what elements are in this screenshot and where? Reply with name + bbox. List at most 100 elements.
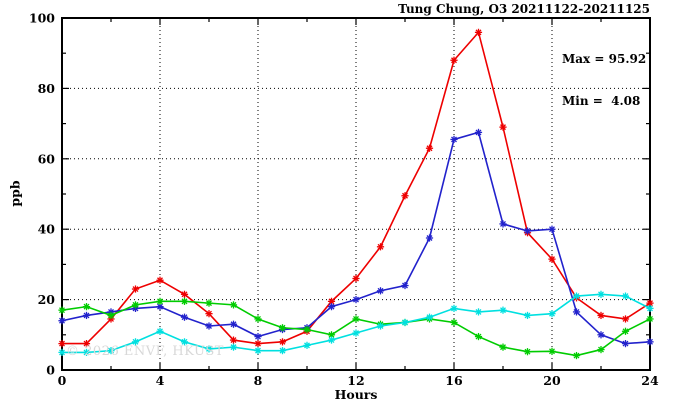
data-point-marker [180, 297, 189, 305]
data-point-marker [278, 347, 287, 355]
data-point-marker [474, 332, 483, 341]
svg-text:40: 40 [38, 222, 56, 237]
data-point-marker [621, 315, 630, 323]
data-point-marker [229, 320, 238, 328]
data-point-marker [376, 243, 385, 251]
data-point-marker [82, 348, 91, 356]
svg-text:100: 100 [29, 11, 55, 26]
watermark: © 2026 ENVF, HKUST [66, 344, 224, 359]
data-point-marker [499, 306, 507, 314]
data-point-marker [523, 348, 532, 356]
data-point-marker [548, 310, 556, 318]
data-point-marker [425, 234, 434, 242]
data-point-marker [107, 311, 115, 320]
min-value-label: Min = 4.08 [562, 94, 641, 108]
data-point-marker [401, 281, 409, 290]
y-axis-label: ppb [7, 180, 23, 207]
data-point-marker [180, 290, 189, 298]
data-point-marker [156, 303, 164, 311]
data-point-marker [82, 340, 91, 348]
data-point-marker [131, 285, 140, 293]
data-point-marker [523, 227, 532, 235]
svg-text:4: 4 [156, 373, 165, 388]
data-point-marker [572, 351, 581, 360]
data-point-marker [229, 343, 238, 351]
data-point-marker [474, 128, 483, 136]
data-point-marker [229, 336, 238, 344]
data-point-marker [646, 338, 654, 346]
data-point-marker [58, 317, 66, 325]
data-point-marker [401, 318, 409, 327]
data-point-marker [82, 303, 91, 311]
svg-text:60: 60 [38, 151, 56, 166]
data-point-marker [352, 274, 360, 283]
data-point-marker [474, 28, 483, 36]
series-cyan-markers [58, 290, 654, 356]
data-point-marker [646, 304, 654, 312]
data-point-marker [425, 313, 434, 321]
max-min-annotation: Max = 95.92 Min = 4.08 [562, 24, 646, 136]
svg-text:0: 0 [58, 373, 67, 388]
axis-ticks [62, 18, 650, 370]
data-point-marker [180, 313, 189, 321]
svg-text:24: 24 [641, 373, 659, 388]
x-tick-labels: 0 4 8 12 16 20 24 [58, 373, 659, 388]
data-point-marker [572, 308, 581, 316]
data-point-marker [58, 340, 66, 348]
data-point-marker [131, 301, 140, 309]
data-point-marker [229, 301, 238, 309]
data-point-marker [352, 329, 360, 337]
data-point-marker [352, 315, 360, 323]
data-point-marker [450, 318, 458, 327]
data-point-marker [474, 308, 483, 316]
data-point-marker [376, 322, 385, 330]
data-point-marker [597, 331, 605, 339]
data-point-marker [621, 292, 630, 300]
data-point-marker [278, 324, 287, 332]
data-point-marker [131, 338, 140, 346]
data-point-marker [254, 340, 262, 348]
data-point-marker [303, 325, 311, 334]
series-cyan [58, 290, 654, 356]
data-point-marker [548, 347, 556, 355]
data-point-marker [205, 310, 213, 318]
data-point-marker [621, 327, 630, 335]
data-point-marker [156, 297, 164, 305]
svg-text:20: 20 [543, 373, 561, 388]
svg-text:0: 0 [46, 363, 55, 378]
chart-title: Tung Chung, O3 20211122-20211125 [398, 2, 650, 16]
data-point-marker [254, 332, 262, 341]
data-point-marker [180, 338, 189, 346]
svg-text:8: 8 [254, 373, 263, 388]
data-point-marker [401, 192, 409, 200]
data-point-marker [156, 327, 164, 335]
data-point-marker [499, 220, 507, 228]
data-point-marker [523, 311, 532, 320]
data-point-marker [450, 135, 458, 144]
data-point-marker [327, 336, 336, 344]
data-point-marker [425, 144, 434, 152]
data-point-marker [450, 304, 458, 312]
data-point-marker [597, 311, 605, 320]
x-axis-label: Hours [334, 387, 378, 402]
data-point-marker [205, 345, 213, 353]
data-point-marker [352, 296, 360, 304]
data-point-marker [156, 276, 164, 284]
data-point-marker [450, 56, 458, 64]
data-point-marker [58, 306, 66, 314]
data-point-marker [82, 311, 91, 320]
data-point-marker [254, 315, 262, 323]
data-point-marker [205, 322, 213, 330]
data-point-marker [205, 299, 213, 307]
max-value-label: Max = 95.92 [562, 52, 647, 66]
data-point-marker [548, 255, 556, 263]
data-point-marker [278, 338, 287, 346]
data-point-marker [327, 303, 336, 311]
svg-text:12: 12 [347, 373, 364, 388]
data-point-marker [499, 123, 507, 131]
svg-text:20: 20 [38, 292, 56, 307]
data-point-marker [597, 345, 605, 354]
data-point-marker [376, 287, 385, 295]
